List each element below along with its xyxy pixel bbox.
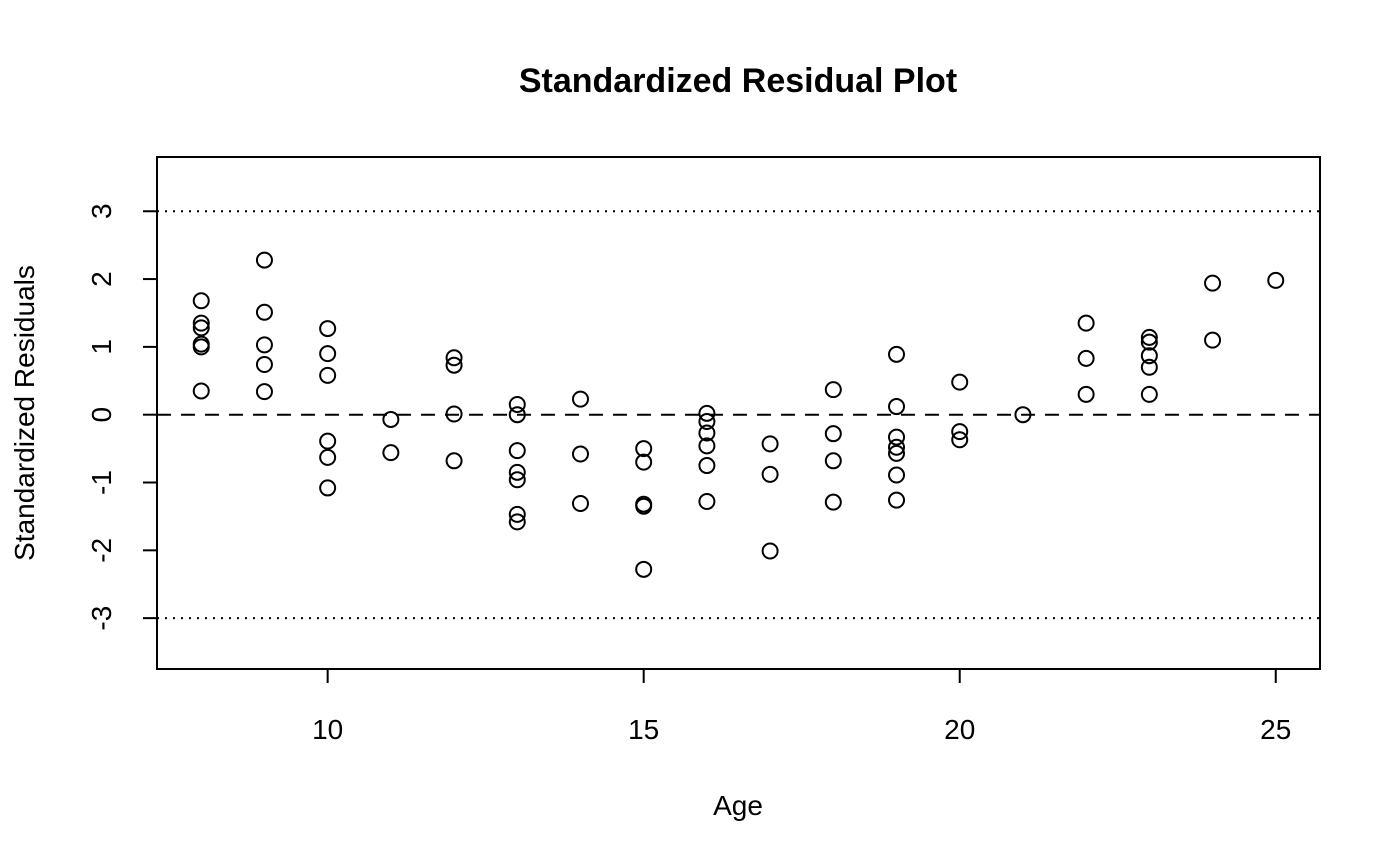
data-points <box>192 251 1285 578</box>
data-point <box>635 560 653 578</box>
data-point <box>319 479 337 497</box>
y-axis-label: Standardized Residuals <box>9 265 40 561</box>
data-point <box>951 431 969 449</box>
data-point <box>824 381 842 399</box>
data-point <box>255 336 273 354</box>
data-point <box>761 465 779 483</box>
data-point <box>445 349 463 367</box>
data-point <box>571 495 589 513</box>
data-point <box>1140 328 1158 346</box>
data-point <box>1267 271 1285 289</box>
data-point <box>888 491 906 509</box>
data-point <box>1204 331 1222 349</box>
x-tick-label: 10 <box>312 714 343 745</box>
data-point <box>1140 347 1158 365</box>
data-point <box>1140 358 1158 376</box>
data-point <box>445 452 463 470</box>
data-point <box>951 373 969 391</box>
data-point <box>508 513 526 531</box>
data-point <box>1140 333 1158 351</box>
data-point <box>319 366 337 384</box>
data-point <box>1077 314 1095 332</box>
data-point <box>761 542 779 560</box>
data-point <box>319 448 337 466</box>
data-point <box>508 396 526 414</box>
data-point <box>255 356 273 374</box>
data-point <box>698 424 716 442</box>
y-tick-label: 1 <box>86 339 117 355</box>
data-point <box>192 292 210 310</box>
data-point <box>698 412 716 430</box>
data-point <box>698 437 716 455</box>
data-point <box>255 383 273 401</box>
y-tick-label: 2 <box>86 271 117 287</box>
data-point <box>1077 385 1095 403</box>
data-point <box>319 432 337 450</box>
data-point <box>698 404 716 422</box>
data-point <box>508 442 526 460</box>
data-point <box>824 425 842 443</box>
y-tick-label: -2 <box>86 538 117 563</box>
x-tick-label: 15 <box>628 714 659 745</box>
x-tick-label: 25 <box>1260 714 1291 745</box>
data-point <box>571 390 589 408</box>
data-point <box>635 453 653 471</box>
data-point <box>635 497 653 515</box>
data-point <box>1204 274 1222 292</box>
data-point <box>888 428 906 446</box>
data-point <box>508 505 526 523</box>
data-point <box>571 445 589 463</box>
data-point <box>888 438 906 456</box>
data-point <box>319 320 337 338</box>
data-point <box>255 251 273 269</box>
data-point <box>508 471 526 489</box>
data-point <box>319 345 337 363</box>
y-tick-label: -3 <box>86 606 117 631</box>
data-point <box>192 382 210 400</box>
data-point <box>382 444 400 462</box>
data-point <box>192 319 210 337</box>
data-point <box>888 466 906 484</box>
data-point <box>508 406 526 424</box>
data-point <box>445 356 463 374</box>
data-point <box>255 303 273 321</box>
data-point <box>1140 385 1158 403</box>
data-point <box>761 435 779 453</box>
data-point <box>888 398 906 416</box>
data-point <box>445 405 463 423</box>
reference-lines <box>157 210 1320 620</box>
data-point <box>888 444 906 462</box>
y-axis: -3 -2 -1 0 1 2 3 <box>86 203 157 631</box>
x-axis: 10 15 20 25 <box>312 669 1291 745</box>
data-point <box>382 410 400 428</box>
data-point <box>888 345 906 363</box>
data-point <box>1077 349 1095 367</box>
x-axis-label: Age <box>713 790 763 821</box>
data-point <box>192 314 210 332</box>
plot-frame <box>156 156 1321 670</box>
data-point <box>951 423 969 441</box>
data-point <box>824 493 842 511</box>
chart-title: Standardized Residual Plot <box>519 62 957 100</box>
data-point <box>635 440 653 458</box>
data-point <box>192 338 210 356</box>
y-tick-label: 3 <box>86 203 117 219</box>
data-point <box>824 452 842 470</box>
y-tick-label: -1 <box>86 470 117 495</box>
data-point <box>698 457 716 475</box>
data-point <box>508 463 526 481</box>
x-tick-label: 20 <box>944 714 975 745</box>
y-tick-label: 0 <box>86 407 117 423</box>
data-point <box>698 492 716 510</box>
data-point <box>1014 406 1032 424</box>
